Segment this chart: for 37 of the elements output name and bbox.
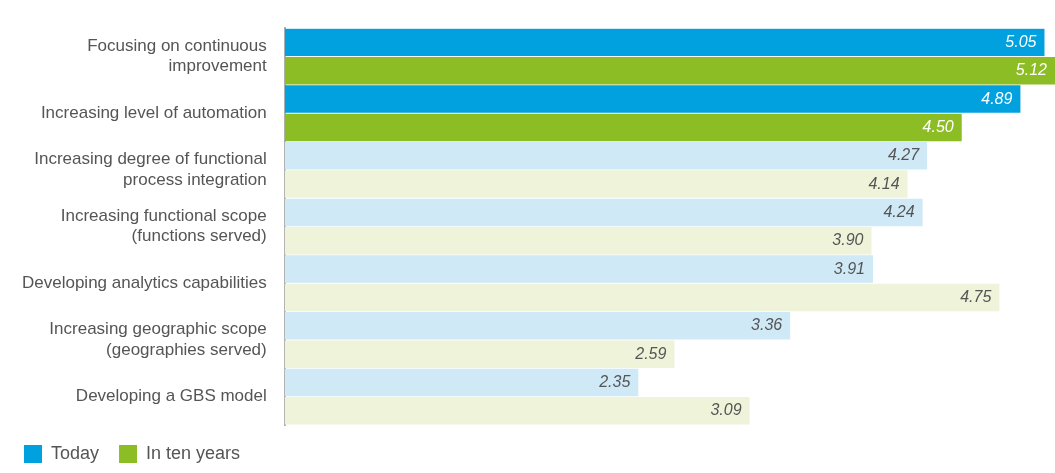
bar (284, 142, 928, 170)
bar (284, 85, 1021, 113)
bar (284, 28, 1045, 57)
data-label: 2.59 (634, 344, 667, 362)
data-label: 4.50 (922, 117, 954, 135)
y-tick-label: Focusing on continuous improvement (87, 36, 268, 76)
bar (284, 255, 873, 283)
y-tick-label: Developing analytics capabilities (22, 272, 267, 292)
bar (284, 283, 1000, 312)
bar (284, 397, 750, 425)
data-label: 4.89 (981, 89, 1013, 107)
data-label: 4.14 (868, 174, 900, 192)
bar (284, 113, 962, 142)
bar (284, 368, 639, 397)
y-tick-label: Increasing degree of functional process integration (34, 149, 267, 189)
data-label: 4.75 (960, 287, 992, 305)
data-label: 3.90 (832, 231, 864, 249)
y-tick-label: Increasing geographic scope (geographies served) (49, 319, 267, 359)
data-label: 5.12 (1015, 61, 1048, 79)
data-label: 4.24 (883, 202, 915, 220)
bar (284, 340, 675, 368)
y-tick-label: Increasing functional scope (functions served) (60, 206, 267, 246)
data-label: 3.09 (710, 401, 742, 419)
bar (284, 198, 923, 227)
data-label: 3.91 (833, 259, 865, 277)
data-label: 4.27 (887, 146, 921, 164)
y-tick-label: Increasing level of automation (40, 102, 267, 122)
bar (284, 56, 1055, 85)
data-label: 3.36 (751, 316, 783, 334)
legend-label: Today (51, 442, 100, 463)
bar (284, 170, 908, 198)
y-tick-label: Developing a GBS model (75, 386, 267, 406)
bar (284, 227, 872, 255)
data-label: 2.35 (598, 372, 631, 390)
data-label: 5.05 (1005, 32, 1037, 50)
legend-label: In ten years (146, 442, 241, 463)
bar (284, 312, 791, 340)
